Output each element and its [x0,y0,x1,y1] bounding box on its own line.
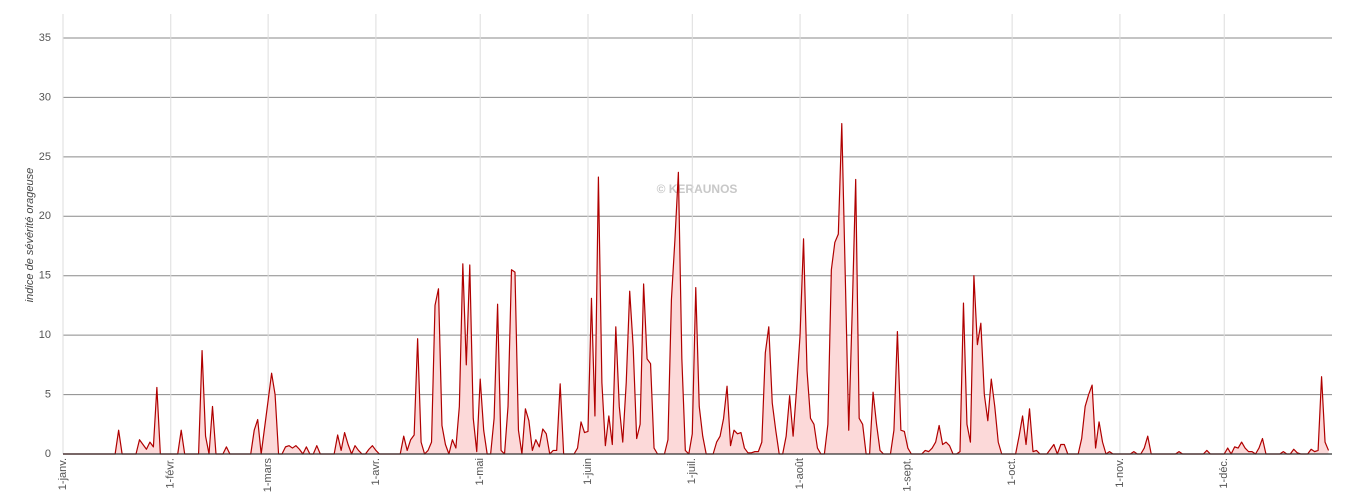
y-tick-label: 10 [39,329,51,341]
x-tick-label: 1-févr. [165,458,177,489]
x-tick-label: 1-avr. [370,458,382,486]
y-tick-label: 20 [39,210,51,222]
y-axis-label: indice de sévérité orageuse [24,168,36,303]
x-tick-label: 1-sept. [902,458,914,492]
y-tick-label: 35 [39,32,51,44]
x-tick-label: 1-nov. [1114,458,1126,488]
x-tick-label: 1-juin [582,458,594,485]
y-tick-label: 25 [39,151,51,163]
x-tick-label: 1-mai [474,458,486,486]
x-tick-label: 1-janv. [57,458,69,490]
line [63,122,1330,455]
y-tick-label: 30 [39,91,51,103]
x-tick-label: 1-mars [262,458,274,493]
y-tick-label: 0 [45,448,51,460]
x-tick-label: 1-déc. [1218,458,1230,489]
x-tick-label: 1-oct. [1006,458,1018,486]
grid [62,14,1332,455]
y-tick-label: 15 [39,270,51,282]
x-tick-label: 1-août [794,458,806,489]
x-tick-label: 1-juil. [686,458,698,484]
watermark: © KERAUNOS [657,182,738,196]
y-tick-label: 5 [45,388,51,400]
